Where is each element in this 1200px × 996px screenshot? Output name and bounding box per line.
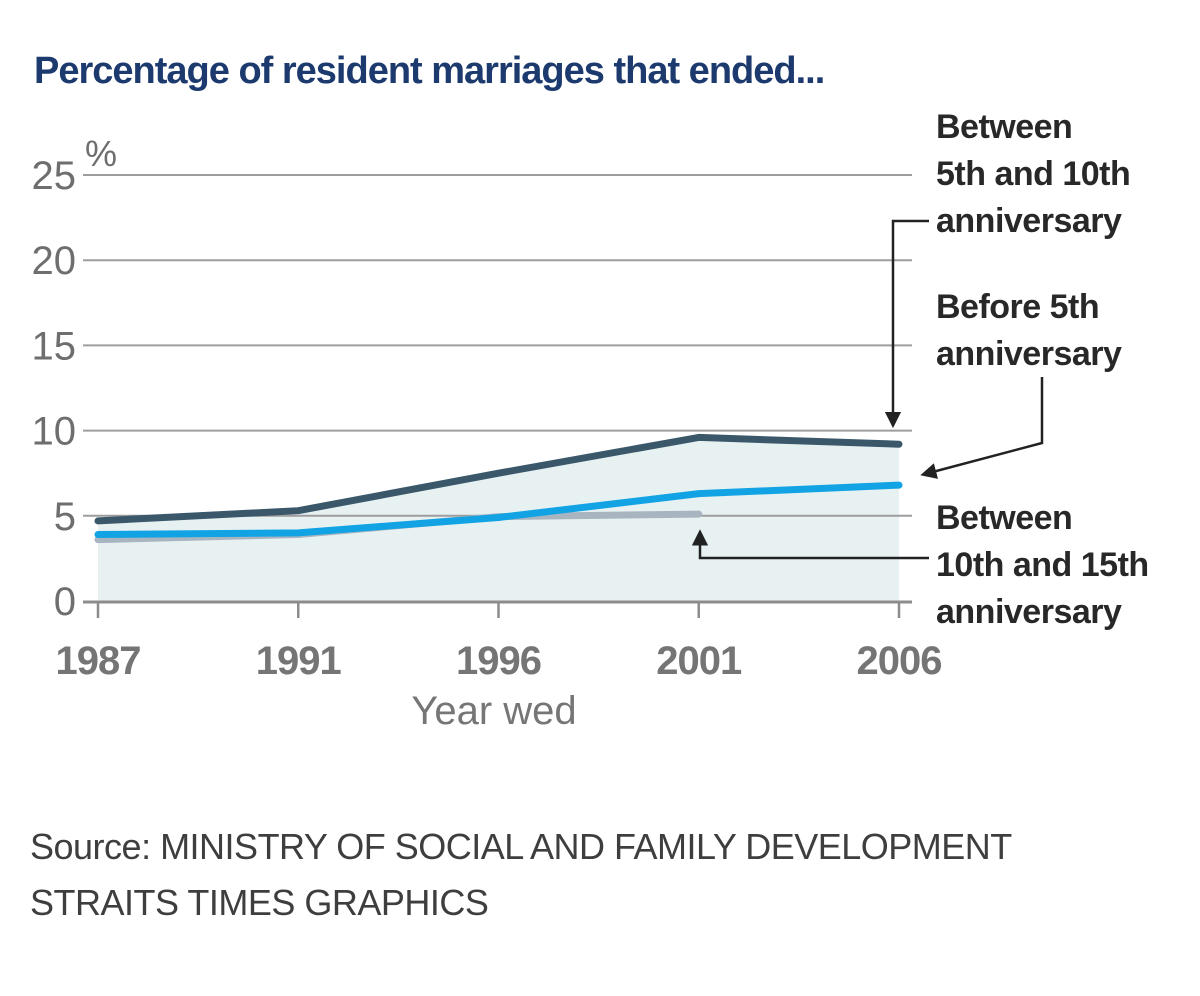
x-tick-label-1987: 1987: [56, 639, 141, 683]
x-tick-label-1991: 1991: [256, 639, 342, 683]
x-tick-label-1996: 1996: [456, 639, 541, 683]
annotation-between-5th-and-10th: Between 5th and 10th anniversary: [936, 108, 1131, 240]
source-credit: Source: MINISTRY OF SOCIAL AND FAMILY DE…: [30, 826, 1012, 867]
chart-title: Percentage of resident marriages that en…: [34, 50, 825, 92]
series-line-0: [94, 433, 903, 525]
annotation-between-10th-and-15th: Between 10th and 15th anniversary: [936, 499, 1149, 631]
y-tick-label-0: 0: [54, 580, 76, 624]
callout-arrow-between-5th-10th: [884, 219, 929, 429]
y-tick-label-10: 10: [32, 410, 77, 454]
x-axis-title: Year wed: [411, 689, 576, 733]
chart-canvas: 0 5 10 15 20 25% 1987 1991 1996 2001 2006 Year wed: [32, 133, 1044, 733]
callout-arrow-before-5th: [920, 377, 1044, 479]
x-tick-label-2001: 2001: [656, 639, 742, 683]
y-tick-label-5: 5: [54, 495, 76, 539]
callout-arrow-between-10th-15th: [691, 529, 929, 560]
y-tick-label-20: 20: [32, 239, 77, 283]
y-tick-label-25: 25: [32, 154, 77, 198]
annotation-before-5th: Before 5th anniversary: [936, 288, 1122, 373]
y-axis-unit-label: %: [85, 133, 117, 174]
series-line-1: [94, 481, 903, 539]
y-tick-label-15: 15: [32, 324, 77, 368]
x-tick-label-2006: 2006: [857, 639, 942, 683]
graphics-credit: STRAITS TIMES GRAPHICS: [30, 882, 489, 923]
